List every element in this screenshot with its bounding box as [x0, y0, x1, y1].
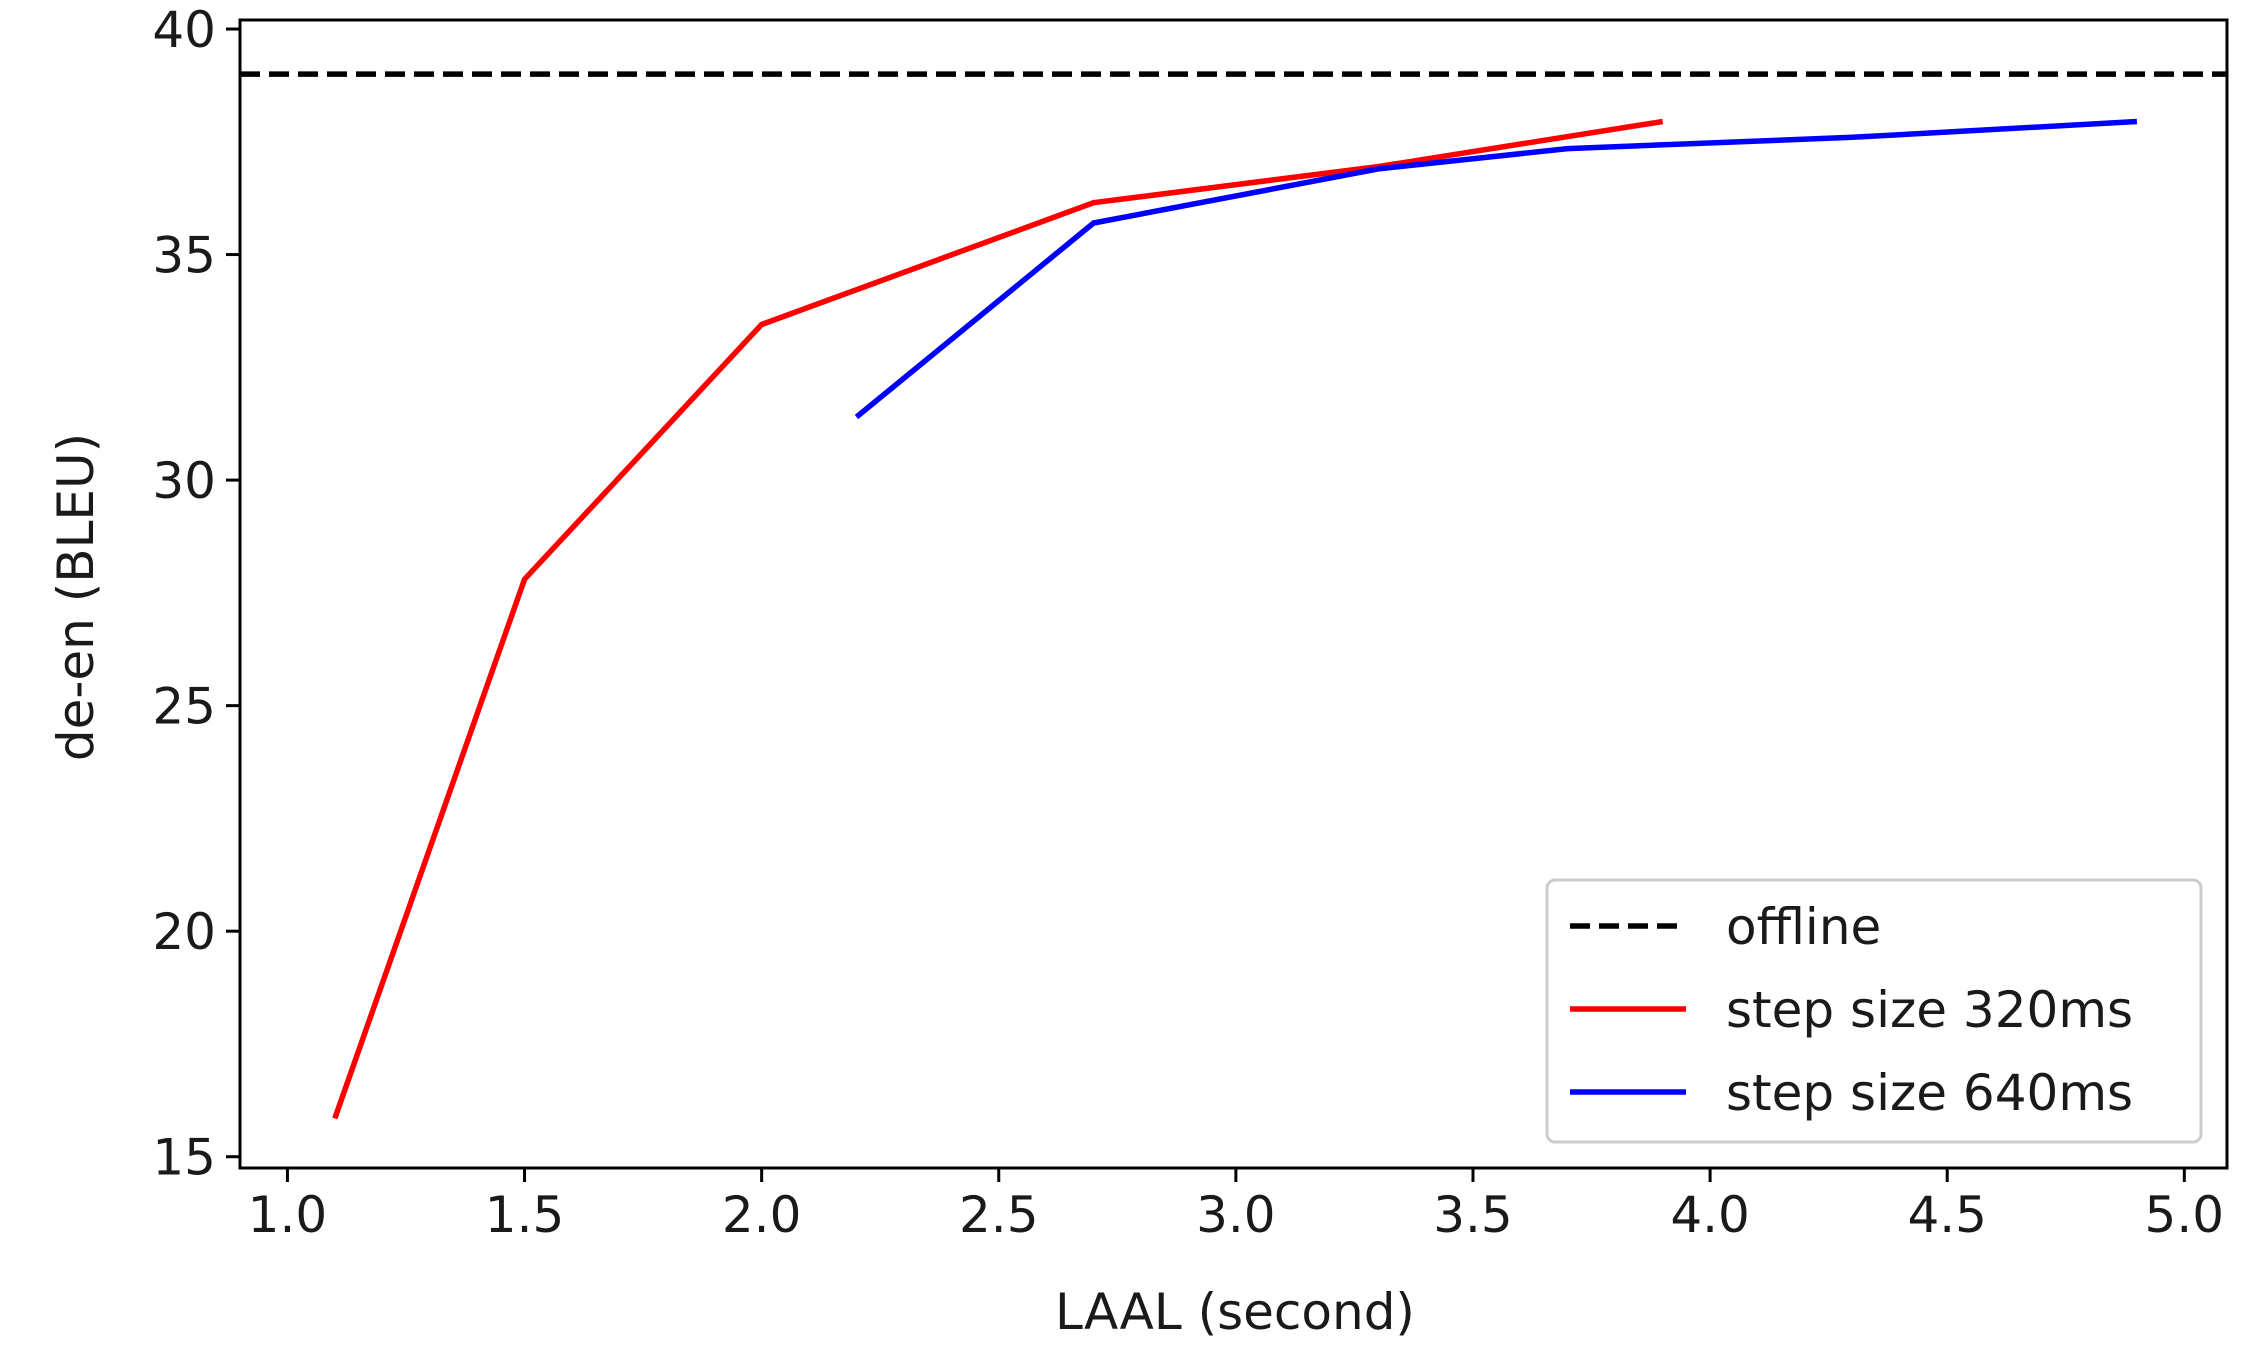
series-line-3	[854, 118, 2138, 420]
x-tick-label: 5.0	[2145, 1186, 2225, 1244]
plot-frame	[238, 18, 2229, 1170]
x-tick-label: 4.0	[1670, 1186, 1750, 1244]
x-tick-label: 3.0	[1196, 1186, 1276, 1244]
legend-box	[1545, 878, 2203, 1144]
y-tick-label: 35	[152, 227, 216, 285]
y-tick-label: 30	[152, 452, 216, 510]
legend-label-3: step size 640ms	[1726, 1064, 2133, 1122]
x-tick-label: 3.5	[1433, 1186, 1513, 1244]
x-axis-label: LAAL (second)	[1055, 1283, 1415, 1341]
y-axis-label: de-en (BLEU)	[47, 433, 105, 761]
series-line-2	[332, 118, 1664, 1120]
y-tick-label: 40	[152, 1, 216, 59]
x-tick-label: 4.5	[1907, 1186, 1987, 1244]
series-group	[240, 71, 2227, 1120]
legend-label-2: step size 320ms	[1726, 981, 2133, 1039]
x-tick-label: 1.5	[485, 1186, 565, 1244]
x-tick-label: 2.0	[722, 1186, 802, 1244]
x-tick-label: 1.0	[248, 1186, 328, 1244]
x-tick-label: 2.5	[959, 1186, 1039, 1244]
y-tick-label: 20	[152, 903, 216, 961]
y-tick-label: 25	[152, 678, 216, 736]
legend: offline step size 320ms step size 640ms	[1545, 878, 2203, 1144]
legend-label-1: offline	[1726, 898, 1881, 956]
y-tick-label: 15	[152, 1129, 216, 1187]
